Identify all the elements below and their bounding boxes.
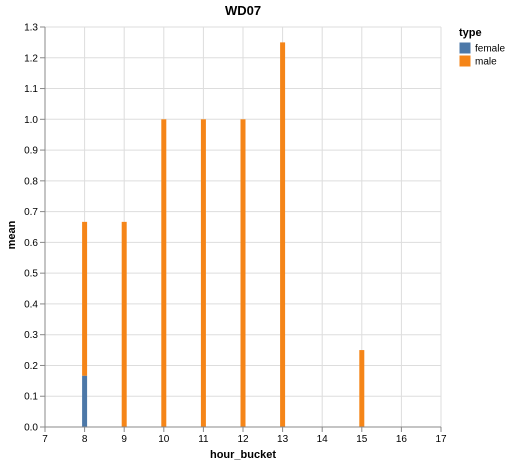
y-axis-title: mean bbox=[6, 220, 18, 249]
y-tick-label: 0.7 bbox=[24, 207, 38, 218]
x-tick-label: 14 bbox=[317, 434, 329, 445]
bar-male-12 bbox=[240, 119, 246, 428]
y-tick-label: 1.3 bbox=[24, 23, 38, 34]
legend-label-male: male bbox=[475, 57, 497, 68]
x-axis-title: hour_bucket bbox=[210, 449, 276, 461]
legend-swatch-male bbox=[459, 55, 471, 67]
x-tick-label: 7 bbox=[42, 434, 48, 445]
y-tick-label: 0.9 bbox=[24, 146, 38, 157]
y-tick-label: 0.3 bbox=[24, 330, 38, 341]
x-tick-label: 10 bbox=[158, 434, 170, 445]
y-tick-label: 0.0 bbox=[24, 423, 38, 434]
bar-male-10 bbox=[161, 119, 167, 428]
x-tick-label: 13 bbox=[277, 434, 289, 445]
x-tick-label: 15 bbox=[356, 434, 368, 445]
bar-male-8 bbox=[82, 221, 88, 376]
y-tick-label: 0.2 bbox=[24, 361, 38, 372]
bar-male-13 bbox=[280, 42, 286, 428]
bar-male-11 bbox=[200, 119, 206, 428]
legend-title: type bbox=[459, 27, 482, 39]
y-tick-label: 0.4 bbox=[24, 299, 38, 310]
bar-male-15 bbox=[359, 350, 365, 427]
legend-swatch-female bbox=[459, 42, 471, 54]
y-tick-label: 1.2 bbox=[24, 53, 38, 64]
y-tick-label: 0.5 bbox=[24, 269, 38, 280]
x-tick-label: 11 bbox=[198, 434, 209, 445]
x-tick-label: 9 bbox=[121, 434, 127, 445]
x-tick-label: 16 bbox=[396, 434, 408, 445]
x-tick-label: 17 bbox=[435, 434, 447, 445]
y-tick-label: 0.1 bbox=[24, 392, 38, 403]
y-tick-label: 0.6 bbox=[24, 238, 38, 249]
x-tick-label: 8 bbox=[82, 434, 88, 445]
bars bbox=[82, 42, 365, 428]
bar-female-8 bbox=[82, 375, 88, 427]
legend: type female male bbox=[459, 27, 505, 68]
y-tick-label: 1.0 bbox=[24, 115, 38, 126]
legend-label-female: female bbox=[475, 44, 505, 55]
x-tick-label: 12 bbox=[237, 434, 249, 445]
y-tick-label: 0.8 bbox=[24, 176, 38, 187]
axes: 7 8 9 10 11 12 13 14 15 16 17 0.0 0.1 0.2 0.3 0.4 0.5 0.6… bbox=[24, 23, 447, 446]
chart-title: WD07 bbox=[225, 3, 261, 18]
bar-male-9 bbox=[121, 221, 127, 427]
y-tick-label: 1.1 bbox=[24, 84, 38, 95]
